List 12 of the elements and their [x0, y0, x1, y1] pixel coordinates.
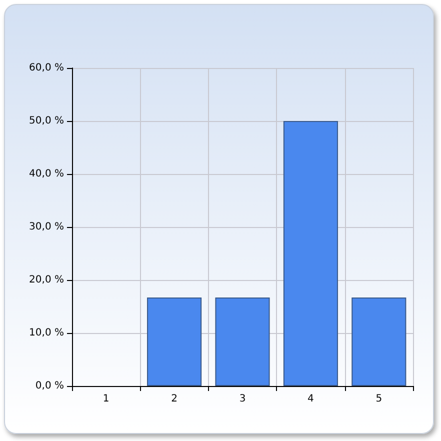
x-tick-label: 1: [102, 394, 110, 404]
y-tick-label: 60,0 %: [29, 62, 64, 74]
y-tick-label: 50,0 %: [29, 116, 64, 126]
y-tick-label: 30,0 %: [29, 222, 64, 232]
x-tick-label: 5: [376, 394, 382, 404]
y-tick-label: 0,0 %: [35, 380, 64, 392]
y-tick-label: 40,0 %: [29, 168, 64, 180]
y-tick-label: 10,0 %: [29, 328, 64, 338]
x-tick-label: 3: [239, 394, 246, 404]
x-tick-label: 2: [171, 394, 178, 404]
y-tick-label: 20,0 %: [29, 274, 64, 286]
x-tick-label: 4: [308, 394, 314, 404]
